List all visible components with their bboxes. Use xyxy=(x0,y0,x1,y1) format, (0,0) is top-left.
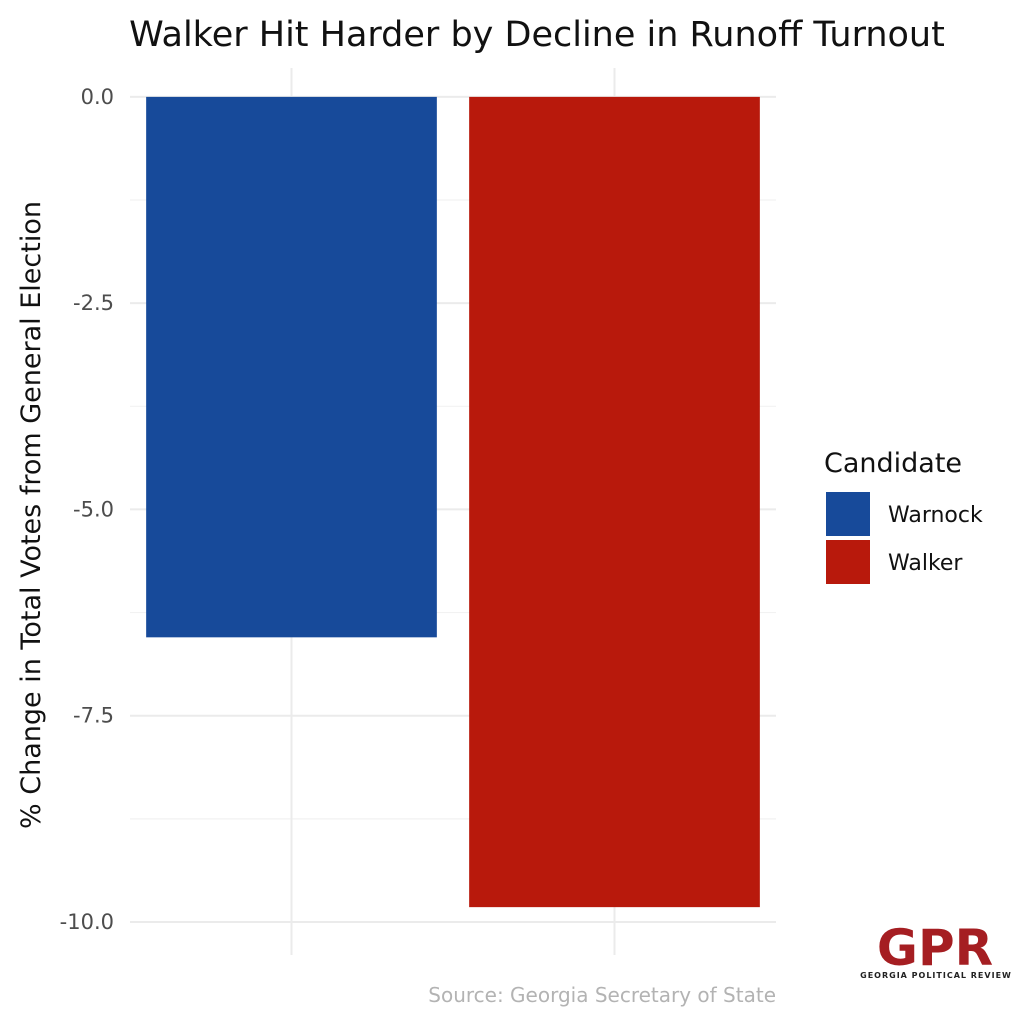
legend-label-warnock: Warnock xyxy=(888,503,983,528)
legend-entries: Warnock Walker xyxy=(826,492,983,584)
legend-label-walker: Walker xyxy=(888,551,963,576)
y-axis-label: % Change in Total Votes from General Ele… xyxy=(16,201,47,829)
y-axis-ticks: 0.0 -2.5 -5.0 -7.5 -10.0 xyxy=(60,85,114,934)
y-tick-label: -7.5 xyxy=(73,704,114,728)
y-tick-label: 0.0 xyxy=(81,85,114,109)
legend-swatch-walker xyxy=(826,540,870,584)
source-caption: Source: Georgia Secretary of State xyxy=(428,983,776,1007)
bar-warnock xyxy=(146,96,437,638)
chart-title: Walker Hit Harder by Decline in Runoff T… xyxy=(129,15,945,55)
legend-swatch-warnock xyxy=(826,492,870,536)
logo-mark: GPR xyxy=(877,919,993,977)
legend: Candidate Warnock Walker xyxy=(824,448,983,584)
y-tick-label: -2.5 xyxy=(73,291,114,315)
y-tick-label: -10.0 xyxy=(60,910,114,934)
bar-walker xyxy=(469,96,760,908)
bars xyxy=(146,96,760,908)
legend-title: Candidate xyxy=(824,448,962,479)
y-tick-label: -5.0 xyxy=(73,497,114,521)
gpr-logo: GPR GEORGIA POLITICAL REVIEW xyxy=(860,919,1012,980)
logo-subtitle: GEORGIA POLITICAL REVIEW xyxy=(860,971,1012,980)
